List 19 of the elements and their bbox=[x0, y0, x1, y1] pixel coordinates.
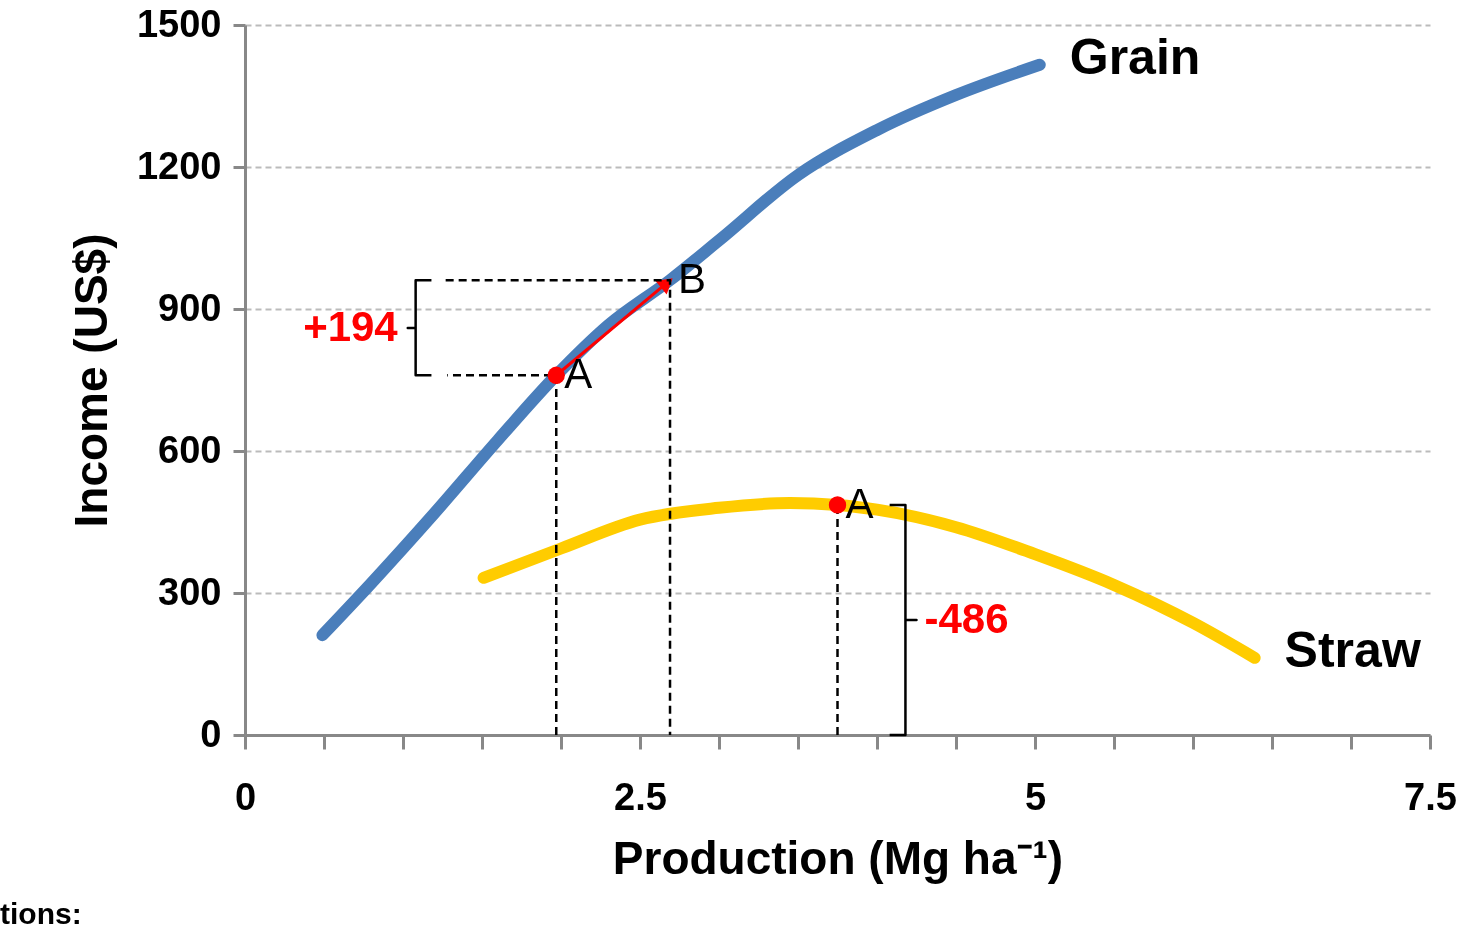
series-label: Straw bbox=[1284, 621, 1421, 678]
annotation: A bbox=[564, 350, 593, 398]
y-tick-label: 900 bbox=[158, 286, 222, 329]
x-tick-label: 7.5 bbox=[1404, 775, 1457, 818]
annotation: B bbox=[678, 255, 707, 303]
y-tick-label: 1500 bbox=[136, 2, 222, 45]
y-tick-label: 300 bbox=[158, 570, 222, 613]
x-tick-label: 2.5 bbox=[614, 775, 667, 818]
annotation: +194 bbox=[303, 302, 399, 350]
y-tick-label: 1200 bbox=[136, 144, 222, 187]
x-tick-label: 5 bbox=[1024, 775, 1047, 818]
series-label: Grain bbox=[1069, 28, 1201, 85]
text: tions: bbox=[0, 897, 82, 926]
y-tick-label: 600 bbox=[158, 428, 222, 471]
y-axis-title: Income (US$) bbox=[64, 233, 117, 528]
y-tick-label: 0 bbox=[200, 712, 222, 755]
x-axis-title: Production (Mg ha⁻¹) bbox=[612, 831, 1064, 884]
x-tick-label: 0 bbox=[234, 775, 257, 818]
annotation: -486 bbox=[924, 594, 1009, 642]
